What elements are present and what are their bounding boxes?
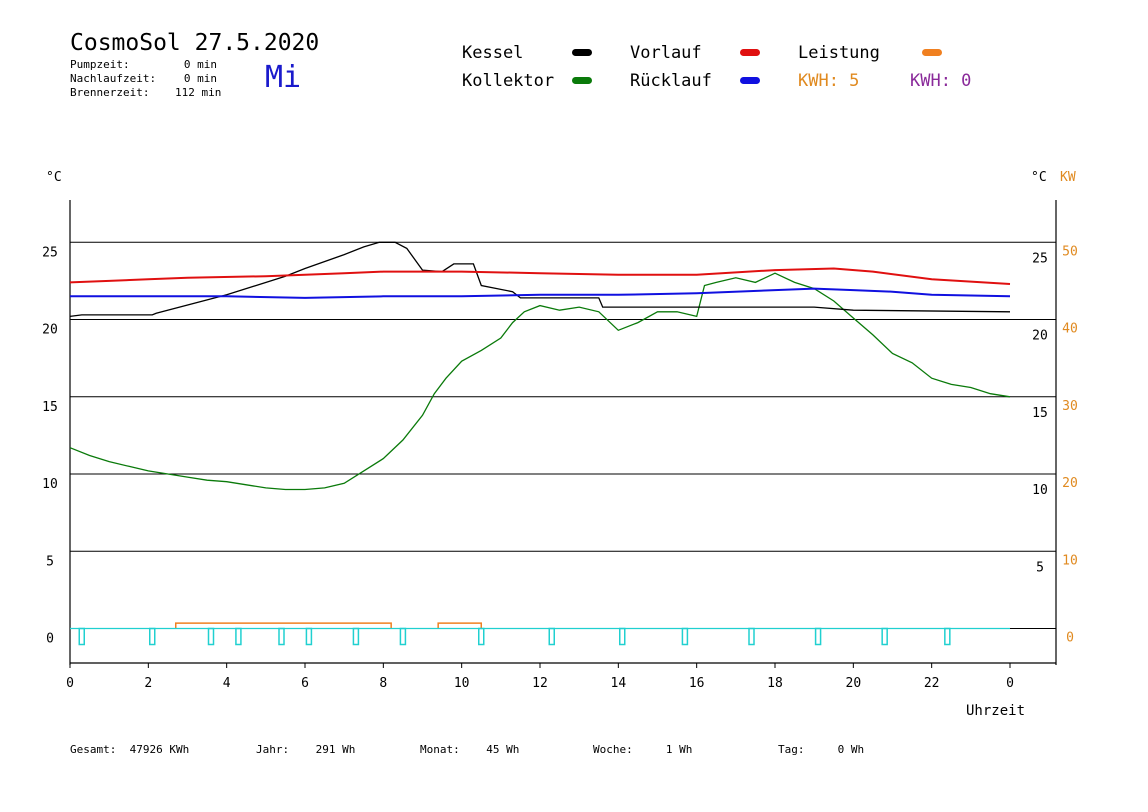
leistung-block — [437, 622, 482, 629]
x-tick-label: 6 — [301, 676, 309, 691]
y-kw-tick-label: 40 — [1062, 322, 1078, 337]
pump-mark — [305, 627, 313, 646]
y-left-tick-label: 25 — [42, 245, 58, 260]
weekday-label: Mi — [265, 60, 302, 95]
y-left-tick-label: 20 — [42, 323, 58, 338]
series-line-ruecklauf — [70, 287, 1011, 299]
y-right-tick-label: 10 — [1032, 483, 1048, 498]
x-tick-label: 16 — [689, 676, 705, 691]
footer-tag: Tag: 0 Wh — [778, 743, 865, 756]
y-left-tick-label: 0 — [46, 632, 54, 647]
series-line-kessel — [69, 241, 1011, 318]
kwh-other-label: KWH: 0 — [910, 71, 972, 91]
pump-mark — [814, 627, 822, 646]
y-kw-tick-label: 50 — [1062, 244, 1078, 259]
y-left-tick-label: 10 — [42, 477, 58, 492]
series-line-kollektor — [69, 272, 1011, 491]
legend-kessel-swatch — [572, 49, 592, 56]
kwh-solar-label: KWH: 5 — [798, 71, 860, 91]
legend-kessel-label: Kessel — [462, 43, 524, 63]
leistung-block — [175, 622, 392, 629]
x-tick-label: 10 — [454, 676, 470, 691]
x-tick-label: 8 — [379, 676, 387, 691]
legend-vorlauf-swatch — [740, 49, 760, 56]
pump-mark — [399, 627, 407, 646]
pump-mark — [478, 627, 485, 646]
footer-jahr: Jahr: 291 Wh — [256, 743, 356, 756]
y-left-tick-label: 15 — [42, 400, 58, 415]
stat-pumpzeit: Pumpzeit: 0 min — [70, 58, 217, 71]
pump-mark — [235, 627, 242, 646]
x-tick-label: 2 — [144, 676, 152, 691]
y-right-tick-label: 15 — [1032, 406, 1048, 421]
series-line-vorlauf — [69, 267, 1011, 285]
stat-nachlaufzeit: Nachlaufzeit: 0 min — [70, 72, 217, 85]
x-tick-label: 0 — [1006, 676, 1014, 691]
pump-mark — [681, 627, 689, 646]
y-right-tick-label: 5 — [1036, 560, 1044, 575]
x-tick-label: 22 — [924, 676, 940, 691]
legend-kollektor-swatch — [572, 77, 592, 84]
y-kw-tick-label: 10 — [1062, 553, 1078, 568]
x-axis-label: Uhrzeit — [966, 703, 1025, 719]
y-axis-kw-unit: KW — [1060, 170, 1076, 185]
legend-ruecklauf-label: Rücklauf — [630, 71, 712, 91]
legend-leistung-swatch — [922, 49, 942, 56]
pump-mark — [352, 627, 360, 646]
pump-mark — [207, 627, 215, 646]
pump-mark — [78, 627, 85, 646]
x-tick-label: 14 — [611, 676, 627, 691]
y-kw-tick-label: 20 — [1062, 476, 1078, 491]
pump-mark — [748, 627, 755, 646]
stats-block: Pumpzeit: 0 min Nachlaufzeit: 0 min Brenne… — [70, 58, 222, 100]
x-tick-label: 4 — [223, 676, 231, 691]
x-tick-label: 0 — [66, 676, 74, 691]
footer-monat: Monat: 45 Wh — [420, 743, 520, 756]
stat-brennerzeit: Brennerzeit: 112 min — [70, 86, 222, 99]
pump-mark — [944, 627, 951, 646]
pump-mark — [149, 627, 156, 646]
x-tick-label: 12 — [532, 676, 548, 691]
footer-gesamt: Gesamt: 47926 KWh — [70, 743, 190, 756]
pump-mark — [548, 627, 555, 646]
pump-mark — [619, 627, 626, 646]
legend-vorlauf-label: Vorlauf — [630, 43, 702, 63]
pump-mark — [881, 627, 888, 646]
y-right-tick-label: 20 — [1032, 329, 1048, 344]
legend-leistung-label: Leistung — [798, 43, 880, 63]
y-right-tick-label: 25 — [1032, 251, 1048, 266]
x-tick-label: 18 — [767, 676, 783, 691]
x-tick-label: 20 — [846, 676, 862, 691]
pump-mark — [278, 627, 285, 646]
legend-kollektor-label: Kollektor — [462, 71, 555, 91]
legend-ruecklauf-swatch — [740, 77, 760, 84]
y-left-tick-label: 5 — [46, 554, 54, 569]
chart-title: CosmoSol 27.5.2020 — [70, 30, 320, 56]
y-kw-tick-label: 0 — [1066, 631, 1074, 646]
y-kw-tick-label: 30 — [1062, 399, 1078, 414]
footer-woche: Woche: 1 Wh — [593, 743, 693, 756]
y-axis-right-unit: °C — [1031, 170, 1047, 185]
y-axis-left-unit: °C — [46, 170, 62, 185]
